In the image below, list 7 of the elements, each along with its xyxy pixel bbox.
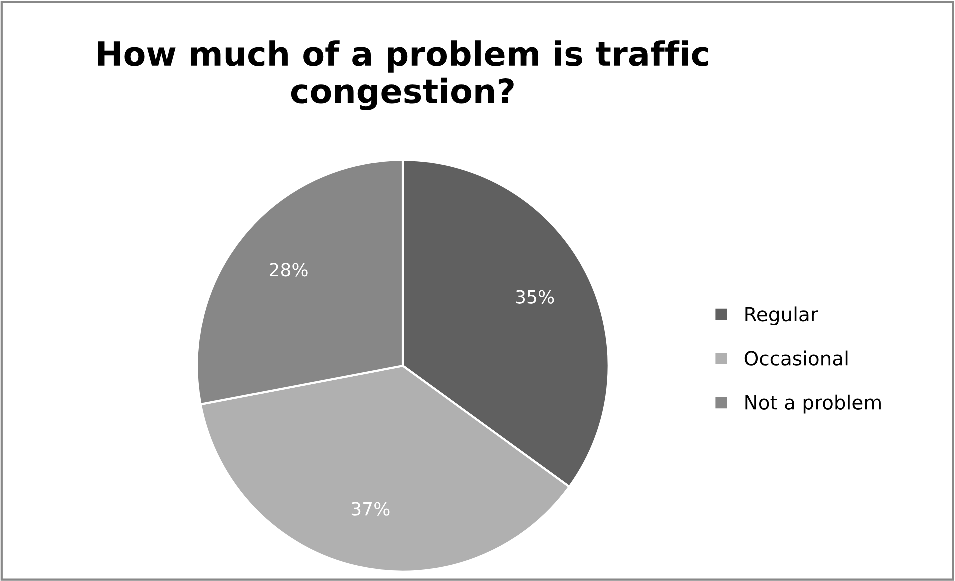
legend-label: Occasional	[744, 350, 848, 366]
data-label: 35%	[516, 290, 554, 304]
legend-label: Not a problem	[746, 394, 881, 414]
legend-label: Regular	[746, 306, 818, 326]
data-label: 37%	[352, 502, 390, 516]
data-label: 28%	[270, 263, 308, 277]
chart-title: How much of a problem is traffic congestion?	[98, 40, 708, 110]
